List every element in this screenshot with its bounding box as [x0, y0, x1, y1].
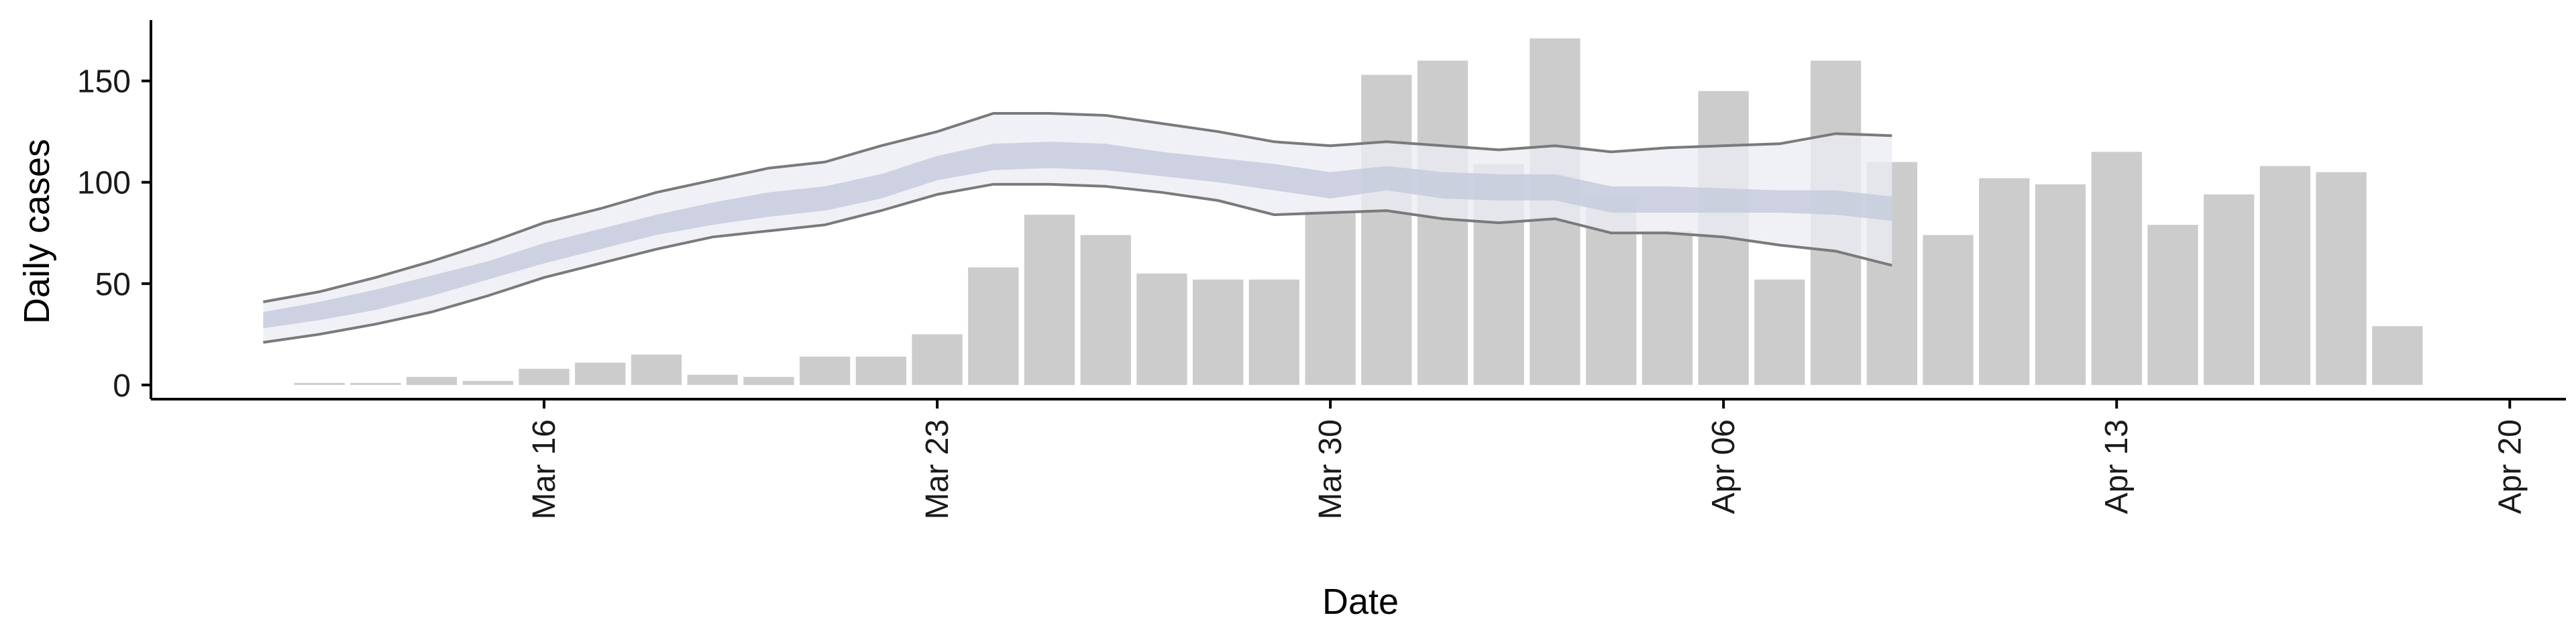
- bar-2020-03-29: [1248, 279, 1299, 385]
- bars-layer: [294, 38, 2423, 385]
- inner-band: [263, 142, 1892, 329]
- x-tick-label-2020-03-23: Mar 23: [920, 419, 955, 519]
- x-tick-label-2020-03-16: Mar 16: [527, 419, 562, 519]
- bar-2020-04-15: [2204, 194, 2255, 385]
- y-axis-title: Daily cases: [17, 139, 57, 324]
- bar-2020-04-18: [2372, 326, 2423, 385]
- bar-2020-03-25: [1024, 215, 1075, 385]
- bar-2020-04-05: [1642, 231, 1693, 385]
- bar-2020-03-23: [912, 334, 963, 385]
- bar-2020-04-01: [1417, 60, 1468, 385]
- bar-2020-04-14: [2147, 225, 2198, 385]
- axes-layer: [150, 20, 2566, 400]
- bar-2020-04-16: [2259, 166, 2310, 385]
- bar-2020-04-17: [2316, 172, 2367, 385]
- bar-2020-03-17: [575, 362, 626, 385]
- bar-2020-03-15: [462, 380, 513, 385]
- bar-2020-03-24: [968, 267, 1019, 385]
- upper-bound-line: [263, 112, 1892, 303]
- bar-2020-03-27: [1136, 273, 1187, 385]
- x-tick-label-2020-04-06: Apr 06: [1706, 419, 1741, 514]
- bar-2020-03-28: [1193, 279, 1244, 385]
- bar-2020-03-31: [1361, 74, 1412, 385]
- y-tick-label-50: 50: [95, 267, 131, 303]
- bar-2020-03-22: [855, 356, 906, 385]
- x-axis-title: Date: [1322, 582, 1399, 622]
- uncertainty-band-layer: [263, 112, 1892, 344]
- bar-2020-04-12: [2035, 184, 2086, 385]
- y-tick-label-100: 100: [77, 166, 131, 201]
- bar-2020-03-14: [406, 376, 458, 385]
- x-tick-label-2020-04-13: Apr 13: [2099, 419, 2135, 514]
- bar-2020-03-26: [1080, 235, 1131, 385]
- bar-2020-04-11: [1979, 178, 2030, 385]
- bar-2020-03-16: [519, 368, 570, 385]
- bar-2020-03-20: [743, 376, 794, 385]
- y-tick-label-0: 0: [113, 368, 131, 404]
- x-tick-label-2020-04-20: Apr 20: [2492, 419, 2528, 514]
- bar-2020-03-12: [294, 382, 345, 385]
- x-tick-label-2020-03-30: Mar 30: [1313, 419, 1348, 519]
- bar-2020-03-19: [687, 374, 738, 385]
- ticks-layer: 0 50 100 150 Mar 16 Mar 23 Mar 30 Apr 06 Apr 13 A…: [77, 64, 2528, 520]
- bar-2020-03-30: [1305, 211, 1356, 385]
- bar-2020-03-21: [800, 356, 851, 385]
- bar-2020-04-13: [2091, 152, 2142, 385]
- outer-band: [263, 113, 1892, 343]
- lower-bound-line: [263, 182, 1892, 344]
- bar-2020-04-10: [1923, 235, 1974, 385]
- bar-2020-03-18: [631, 354, 682, 385]
- bar-2020-03-13: [350, 382, 401, 385]
- y-tick-label-150: 150: [77, 64, 131, 100]
- bar-2020-04-07: [1754, 279, 1805, 385]
